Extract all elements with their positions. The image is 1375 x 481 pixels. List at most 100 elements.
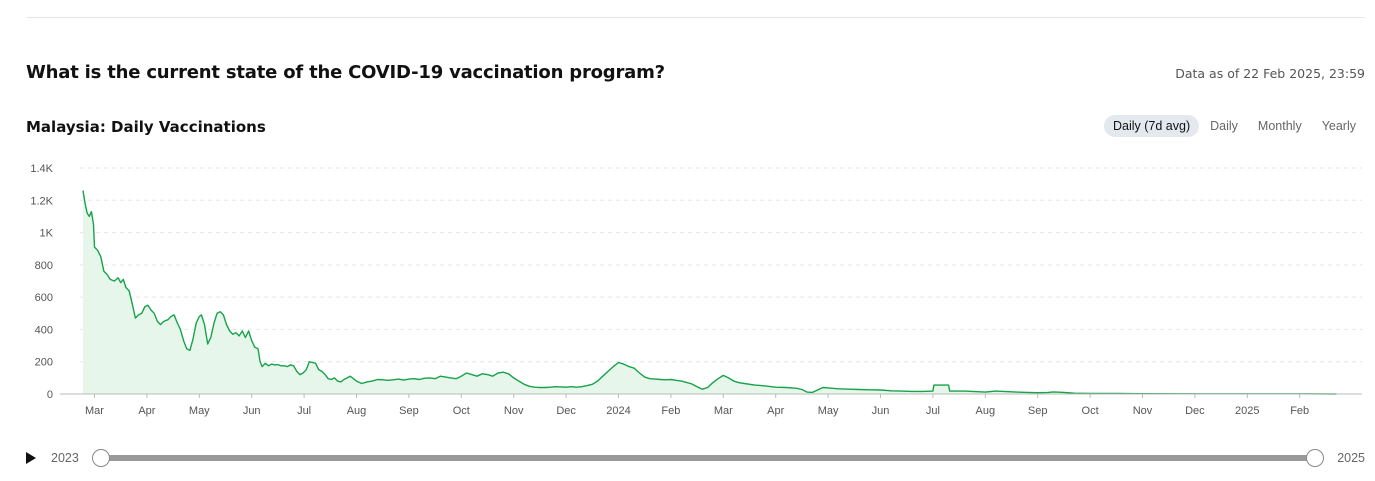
data-point xyxy=(318,369,320,371)
data-point xyxy=(413,378,415,380)
data-point xyxy=(264,362,266,364)
data-point xyxy=(1005,391,1007,392)
x-tick-label: Nov xyxy=(1133,405,1153,417)
data-point xyxy=(665,379,667,381)
data-point xyxy=(450,377,452,379)
data-as-of: Data as of 22 Feb 2025, 23:59 xyxy=(1175,66,1365,81)
data-point xyxy=(125,287,127,288)
data-point xyxy=(628,366,630,367)
data-point xyxy=(754,384,756,386)
data-point xyxy=(481,373,483,375)
data-point xyxy=(251,340,253,342)
data-point xyxy=(334,377,335,379)
data-point xyxy=(948,384,949,386)
timeline-start-handle[interactable] xyxy=(92,449,110,467)
data-point xyxy=(259,361,261,363)
data-point xyxy=(216,312,218,314)
data-point xyxy=(153,312,155,314)
data-point xyxy=(135,317,136,319)
y-tick-label: 1K xyxy=(40,228,54,240)
data-point xyxy=(581,386,583,388)
data-point xyxy=(343,379,345,380)
data-point xyxy=(455,378,457,380)
data-point xyxy=(513,377,515,379)
tab-monthly[interactable]: Monthly xyxy=(1257,119,1302,133)
data-point xyxy=(91,211,92,212)
data-point xyxy=(1016,391,1018,393)
data-point xyxy=(722,375,724,376)
data-point xyxy=(696,386,698,388)
data-point xyxy=(93,224,94,225)
data-point xyxy=(570,386,572,388)
data-point xyxy=(293,365,294,367)
timeline-start-label: 2023 xyxy=(51,451,79,465)
data-point xyxy=(321,371,323,372)
y-tick-label: 400 xyxy=(35,324,53,336)
data-point xyxy=(232,333,234,335)
data-point xyxy=(445,376,446,378)
data-point xyxy=(984,391,986,393)
data-point xyxy=(733,380,735,382)
data-point xyxy=(806,391,808,393)
data-point xyxy=(408,378,410,380)
data-point xyxy=(707,387,708,388)
data-point xyxy=(812,392,813,393)
data-point xyxy=(995,390,997,392)
data-point xyxy=(639,372,640,374)
tab-daily-7d-avg[interactable]: Daily (7d avg) xyxy=(1104,115,1200,137)
data-point xyxy=(890,390,892,392)
data-point xyxy=(974,391,976,392)
x-tick-label: Jul xyxy=(297,405,311,417)
series-area xyxy=(83,190,1337,394)
x-tick-label: Jun xyxy=(243,405,261,417)
x-tick-label: Sep xyxy=(1028,405,1048,417)
period-tabs: Daily (7d avg) Daily Monthly Yearly xyxy=(1104,115,1365,137)
data-point xyxy=(84,203,86,204)
data-point xyxy=(822,387,824,388)
timeline-end-handle[interactable] xyxy=(1306,449,1324,467)
data-point xyxy=(150,309,152,311)
data-point xyxy=(424,377,425,379)
data-point xyxy=(312,362,313,363)
data-point xyxy=(106,274,108,275)
data-point xyxy=(476,375,478,377)
data-point xyxy=(460,375,462,377)
data-point xyxy=(229,330,231,332)
top-divider xyxy=(26,17,1365,18)
y-tick-label: 0 xyxy=(47,389,53,401)
data-point xyxy=(382,379,384,381)
data-point xyxy=(827,387,829,389)
tab-yearly[interactable]: Yearly xyxy=(1321,119,1356,133)
data-point xyxy=(534,386,536,388)
play-icon[interactable] xyxy=(26,452,36,464)
data-point xyxy=(117,277,119,279)
data-point xyxy=(387,379,389,381)
data-point xyxy=(728,377,729,379)
data-point xyxy=(371,380,373,382)
data-point xyxy=(245,337,246,338)
timeline-track[interactable] xyxy=(102,455,1315,461)
y-tick-label: 200 xyxy=(35,357,53,369)
data-point xyxy=(88,216,90,217)
data-point xyxy=(195,322,197,324)
data-point xyxy=(144,306,146,308)
data-point xyxy=(100,256,102,258)
data-point xyxy=(392,379,394,381)
y-tick-label: 800 xyxy=(35,260,53,272)
tab-daily[interactable]: Daily xyxy=(1210,119,1238,133)
data-point xyxy=(429,377,431,379)
data-point xyxy=(949,390,951,392)
data-point xyxy=(97,249,98,251)
data-point xyxy=(848,388,850,390)
data-point xyxy=(257,348,259,350)
y-tick-label: 1.4K xyxy=(30,163,53,175)
data-point xyxy=(235,332,237,334)
data-point xyxy=(497,372,499,374)
data-point xyxy=(296,371,298,372)
data-point xyxy=(644,376,646,378)
x-tick-label: Oct xyxy=(453,405,470,417)
data-point xyxy=(128,290,130,292)
data-point xyxy=(346,377,348,379)
data-point xyxy=(238,335,240,337)
data-point xyxy=(654,378,656,380)
